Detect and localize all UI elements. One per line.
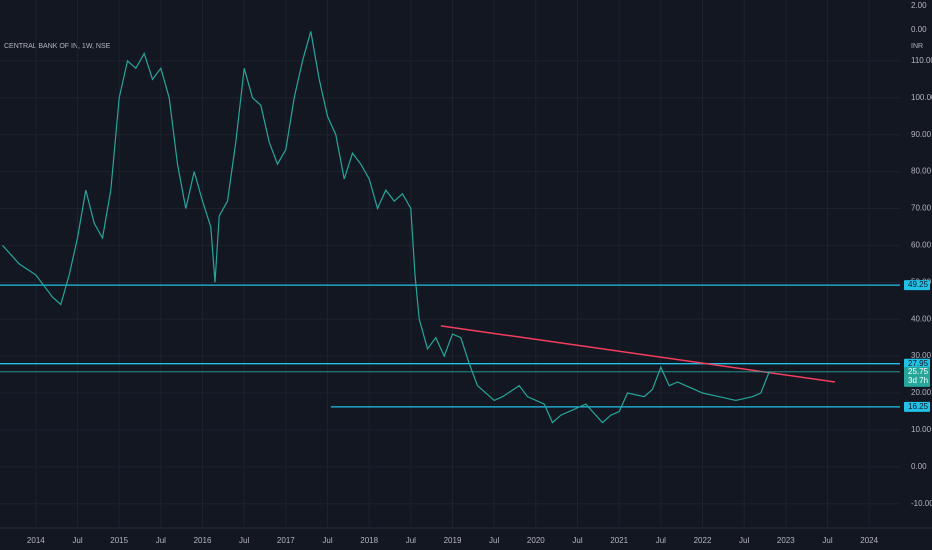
y-tick-label: 80.00 (911, 167, 932, 176)
y-tick-label: 20.00 (911, 388, 932, 397)
x-tick-label: 2023 (777, 536, 795, 545)
y-tick-label: 10.00 (911, 425, 932, 434)
x-tick-label: Jul (322, 536, 332, 545)
x-tick-label: Jul (489, 536, 499, 545)
x-tick-label: 2020 (527, 536, 545, 545)
y-tick-label: 0.00 (911, 462, 927, 471)
y-tick-label: 40.00 (911, 314, 932, 323)
pane-label: 0.00 (911, 25, 927, 34)
x-tick-label: Jul (239, 536, 249, 545)
y-tick-label: -10.00 (911, 499, 932, 508)
x-tick-label: Jul (656, 536, 666, 545)
y-tick-label: 110.00 (911, 56, 932, 65)
price-line (2, 31, 770, 424)
level-label: 49.25 (908, 280, 929, 289)
price-label: 25.75 (908, 367, 929, 376)
x-tick-label: 2018 (360, 536, 378, 545)
y-tick-label: 60.00 (911, 241, 932, 250)
x-tick-label: Jul (72, 536, 82, 545)
currency: INR (911, 43, 923, 50)
y-tick-label: 90.00 (911, 130, 932, 139)
x-tick-label: 2021 (610, 536, 628, 545)
chart-title: CENTRAL BANK OF IN, 1W, NSE (4, 43, 111, 50)
level-label-bg (904, 401, 930, 412)
x-tick-label: Jul (572, 536, 582, 545)
x-tick-label: Jul (739, 536, 749, 545)
x-tick-label: 2016 (194, 536, 212, 545)
x-tick-label: 2022 (694, 536, 712, 545)
y-tick-label: 70.00 (911, 204, 932, 213)
countdown: 3d 7h (908, 376, 928, 385)
level-label-bg (904, 358, 930, 369)
x-tick-label: Jul (156, 536, 166, 545)
x-tick-label: 2019 (444, 536, 462, 545)
level-label-bg (904, 280, 930, 291)
x-tick-label: Jul (406, 536, 416, 545)
level-label: 27.95 (908, 359, 929, 368)
x-tick-label: 2017 (277, 536, 295, 545)
y-tick-label: 100.00 (911, 93, 932, 102)
pane-label: 2.00 (911, 1, 927, 10)
price-label-bg (904, 366, 930, 387)
y-tick-label: 30.00 (911, 351, 932, 360)
x-tick-label: 2024 (860, 536, 878, 545)
level-label: 16.25 (908, 402, 929, 411)
x-tick-label: Jul (822, 536, 832, 545)
x-tick-label: 2015 (110, 536, 128, 545)
x-tick-label: 2014 (27, 536, 45, 545)
